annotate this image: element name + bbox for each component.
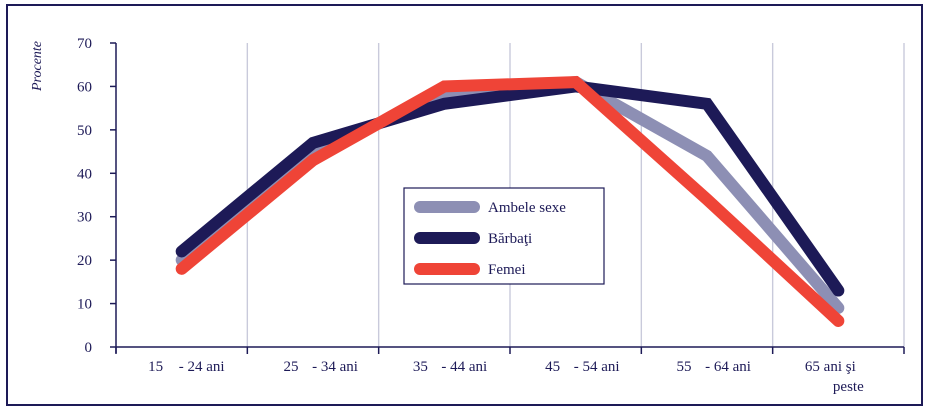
y-tick-label: 60 <box>77 79 92 95</box>
x-tick-label: 65 ani şi <box>805 359 856 375</box>
y-tick-label: 30 <box>77 210 92 226</box>
axes <box>110 42 905 354</box>
x-tick-label: - 24 ani <box>179 359 225 375</box>
y-tick-label: 10 <box>77 297 92 313</box>
legend: Ambele sexe Bărbaţi Femei <box>403 187 605 285</box>
x-tick-labels: 15 - 24 ani 25 - 34 ani 35 - 44 ani 45 - 54 ani… <box>148 359 864 395</box>
x-tick-label: 15 <box>148 359 163 375</box>
x-tick-label: - 64 ani <box>705 359 751 375</box>
y-tick-labels: 0 10 20 30 40 50 60 70 <box>77 36 92 356</box>
y-tick-label: 0 <box>85 340 93 356</box>
x-tick-label: 25 <box>284 359 299 375</box>
x-tick-label: - 44 ani <box>441 359 487 375</box>
x-tick-label: 45 <box>545 359 560 375</box>
series-line <box>175 80 845 297</box>
x-tick-label: 35 <box>413 359 428 375</box>
x-tick-label: 55 <box>677 359 692 375</box>
y-tick-label: 50 <box>77 123 92 139</box>
series-line <box>175 76 845 327</box>
y-tick-label: 20 <box>77 253 92 269</box>
x-tick-label: - 34 ani <box>312 359 358 375</box>
legend-label: Femei <box>488 262 526 278</box>
legend-label: Bărbaţi <box>488 231 532 247</box>
y-tick-label: 40 <box>77 166 92 182</box>
y-axis-label: Procente <box>30 41 45 92</box>
x-tick-label: peste <box>833 379 864 395</box>
y-tick-label: 70 <box>77 36 92 52</box>
x-tick-label: - 54 ani <box>574 359 620 375</box>
series-lines <box>175 75 845 327</box>
legend-label: Ambele sexe <box>488 200 566 216</box>
